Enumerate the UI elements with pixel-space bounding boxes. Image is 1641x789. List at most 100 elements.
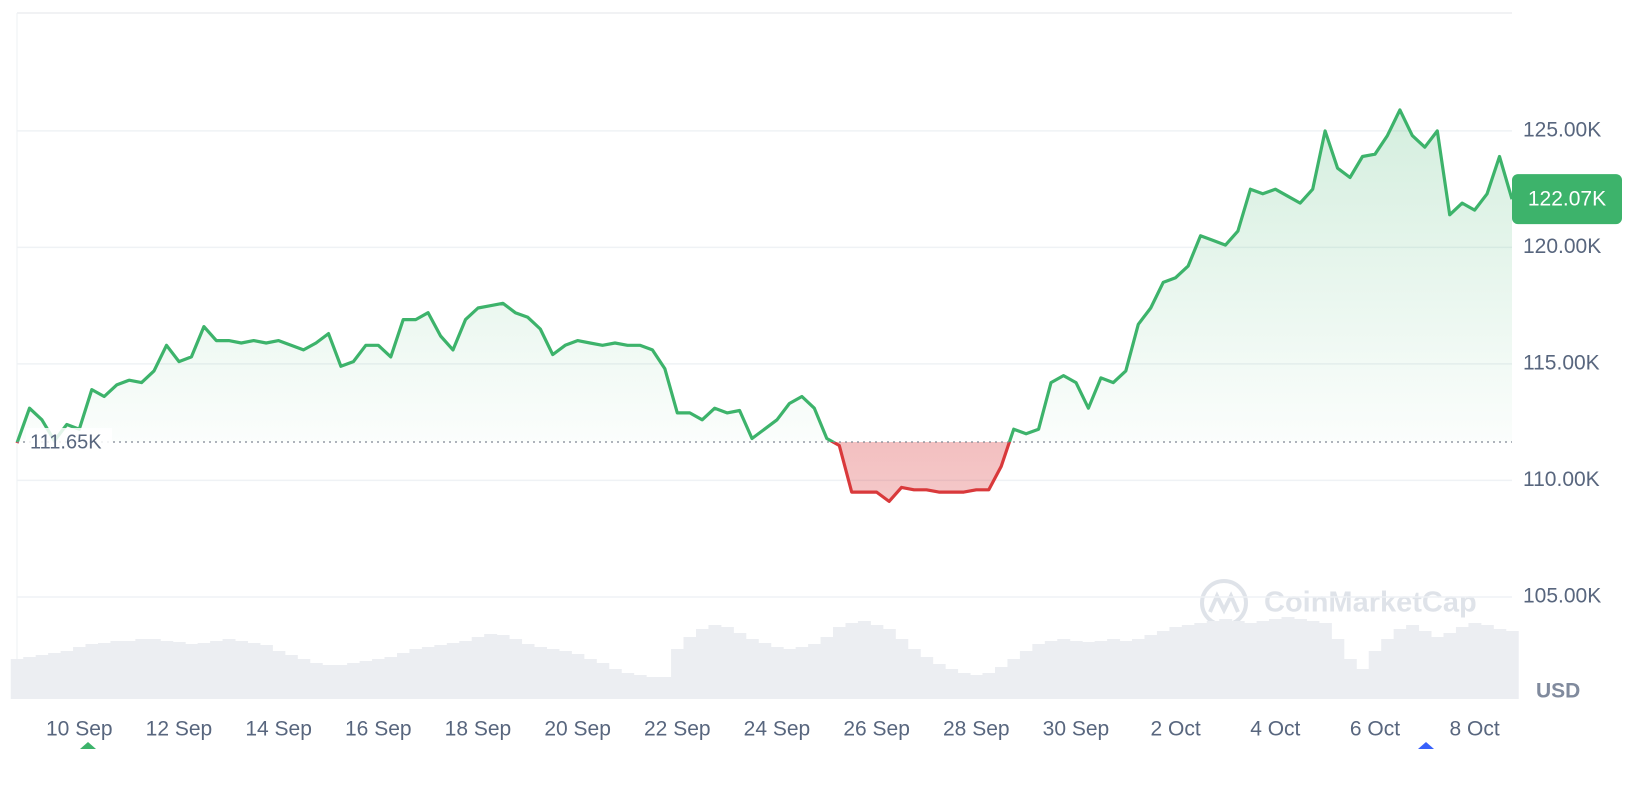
volume-bar [172, 642, 186, 699]
volume-bar [633, 675, 647, 699]
volume-bar [1032, 644, 1046, 699]
volume-bar [845, 623, 859, 699]
watermark-logo [1208, 591, 1240, 615]
x-tick-label: 26 Sep [843, 718, 910, 741]
current-price-tag [1512, 174, 1622, 225]
volume-bar [73, 647, 87, 699]
volume-bar [733, 633, 747, 699]
watermark-text: CoinMarketCap [1264, 587, 1477, 619]
volume-bar [770, 647, 784, 699]
volume-bar [322, 665, 336, 699]
volume-bar [147, 639, 161, 699]
volume-bar [708, 625, 722, 699]
y-tick-label: 115.00K [1523, 351, 1600, 374]
watermark-logo [1200, 579, 1248, 627]
volume-bar [60, 651, 74, 699]
volume-bar [185, 644, 199, 699]
volume-bar [932, 664, 946, 699]
volume-bar [459, 641, 473, 699]
volume-bar [1057, 639, 1071, 699]
current-price-label: 122.07K [1528, 188, 1606, 211]
y-tick-label: 105.00K [1523, 584, 1601, 607]
volume-bar [1505, 631, 1519, 699]
volume-bar [409, 649, 423, 699]
volume-bar [1007, 659, 1021, 699]
x-tick-label: 4 Oct [1250, 718, 1300, 741]
baseline-tag-bg [26, 427, 112, 456]
volume-bar [1431, 637, 1444, 699]
x-tick-label: 18 Sep [445, 718, 512, 741]
volume-bar [621, 673, 635, 699]
volume-bar [1356, 669, 1370, 699]
volume-bar [1132, 639, 1145, 699]
volume-bar [882, 629, 896, 699]
x-tick-label: 22 Sep [644, 718, 711, 741]
volume-bar [210, 641, 224, 699]
y-tick-label: 120.00K [1523, 235, 1601, 258]
volume-bar [521, 644, 535, 699]
volume-bar [1231, 621, 1245, 699]
volume-bar [1206, 621, 1220, 699]
volume-bar [583, 659, 597, 699]
volume-bar [1244, 623, 1258, 699]
x-tick-label: 2 Oct [1151, 718, 1201, 741]
volume-bar [920, 657, 934, 699]
volume-bar [546, 649, 560, 699]
volume-bar [97, 643, 111, 699]
volume-bar [1493, 629, 1507, 699]
volume-bar [1181, 625, 1195, 699]
y-tick-label: 125.00K [1523, 118, 1601, 141]
volume-bar [1219, 619, 1233, 699]
volume-bar [994, 667, 1008, 699]
volume-bar [496, 635, 510, 699]
volume-bar [1468, 623, 1482, 699]
volume-bar [1119, 641, 1133, 699]
x-tick-label: 30 Sep [1043, 718, 1110, 741]
volume-bar [571, 654, 585, 699]
volume-bar [833, 627, 846, 699]
volume-bar [334, 665, 348, 699]
volume-bar [970, 675, 984, 699]
volume-bar [683, 637, 697, 699]
volume-bar [384, 657, 398, 699]
volume-bar [1318, 623, 1332, 699]
volume-bar [222, 639, 236, 699]
volume-bar [1082, 642, 1096, 699]
unit-label: USD [1536, 680, 1580, 703]
volume-bar [197, 643, 211, 699]
watermark: CoinMarketCap [1200, 579, 1477, 627]
volume-bar [820, 637, 834, 699]
volume-bar [982, 673, 996, 699]
volume-bar [434, 645, 448, 699]
volume-bar [10, 659, 24, 699]
x-tick-label: 12 Sep [146, 718, 213, 741]
volume-bar [1281, 617, 1295, 699]
volume-bar [471, 637, 485, 699]
event-marker [1418, 742, 1434, 749]
volume-bar [160, 641, 174, 699]
x-tick-label: 24 Sep [744, 718, 811, 741]
volume-bar [646, 677, 660, 699]
volume-bar [695, 629, 709, 699]
x-tick-label: 20 Sep [544, 718, 611, 741]
volume-bar [895, 639, 909, 699]
volume-bar [484, 634, 498, 699]
volume-bar [957, 673, 971, 699]
volume-bar [1455, 627, 1469, 699]
volume-bar [396, 653, 410, 699]
volume-bar [1269, 619, 1283, 699]
price-area [17, 109, 1512, 502]
x-tick-label: 16 Sep [345, 718, 412, 741]
volume-bar [720, 627, 734, 699]
volume-bar [1368, 651, 1382, 699]
volume-bar [1107, 639, 1121, 699]
event-marker [80, 742, 96, 749]
volume-bar [1169, 627, 1183, 699]
volume-bar [1156, 631, 1170, 699]
volume-bar [1331, 639, 1345, 699]
volume-bar [309, 663, 323, 699]
volume-bar [608, 669, 622, 699]
volume-bar [1480, 625, 1494, 699]
volume-bar [347, 663, 361, 699]
